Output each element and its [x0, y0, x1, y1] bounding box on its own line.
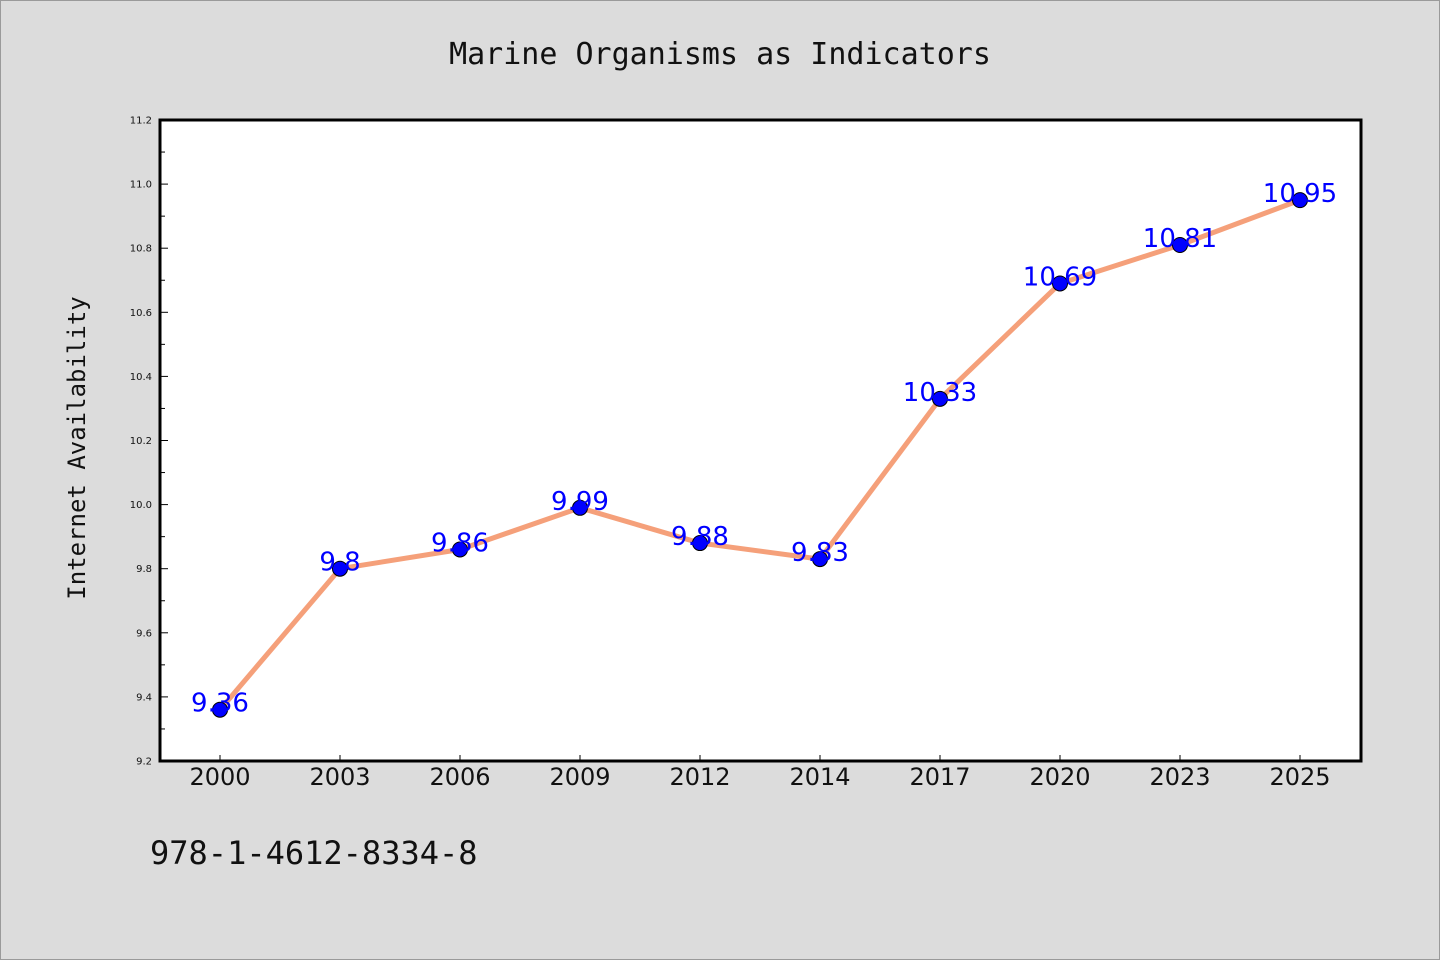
- y-tick-label: 9.8: [136, 564, 152, 575]
- data-label: 10.95: [1263, 179, 1337, 209]
- x-tick-label: 2017: [909, 763, 970, 791]
- x-tick-label: 2009: [549, 763, 610, 791]
- plot-area: [158, 118, 1363, 763]
- data-label: 9.88: [671, 522, 729, 552]
- data-point: [212, 701, 228, 718]
- y-axis-label: Internet Availability: [63, 296, 91, 599]
- y-tick-label: 11.2: [130, 116, 152, 127]
- y-axis: 9.2 9.4 9.6 9.8 10.0 10.2 10.4 10.6 10.8 11.0 11.2: [130, 116, 168, 768]
- data-point: [1052, 275, 1068, 292]
- data-label: 9.86: [431, 528, 489, 558]
- y-tick-label: 11.0: [130, 180, 152, 191]
- x-tick-label: 2003: [309, 763, 370, 791]
- data-label: 10.33: [903, 378, 977, 408]
- data-point: [1292, 192, 1308, 209]
- y-tick-label: 10.6: [130, 308, 152, 319]
- y-tick-label: 9.4: [136, 692, 152, 703]
- data-point: [1172, 236, 1188, 253]
- data-label: 10.69: [1023, 262, 1097, 292]
- y-tick-label: 10.0: [130, 500, 152, 511]
- data-labels: 9.36 9.8 9.86 9.99 9.88 9.83 10.33 10.69 10.81 10…: [191, 179, 1337, 719]
- data-point: [332, 560, 348, 577]
- x-tick-label: 2014: [789, 763, 850, 791]
- data-label: 9.99: [551, 487, 609, 517]
- data-label: 9.36: [191, 689, 249, 719]
- data-point: [692, 535, 708, 552]
- data-label: 9.8: [319, 548, 360, 578]
- y-tick-label: 9.6: [136, 628, 152, 639]
- x-axis: 2000 2003 2006 2009 2012 2014 2017 2020 2023 2025: [189, 755, 1331, 791]
- isbn-annotation: 978-1-4612-8334-8: [150, 834, 478, 872]
- data-point: [452, 541, 468, 558]
- data-point: [932, 390, 948, 407]
- x-tick-label: 2006: [429, 763, 490, 791]
- data-point: [812, 551, 828, 568]
- x-tick-label: 2000: [189, 763, 250, 791]
- data-point: [572, 499, 588, 516]
- data-label: 10.81: [1143, 224, 1217, 254]
- chart-title: Marine Organisms as Indicators: [449, 37, 991, 72]
- data-label: 9.83: [791, 538, 849, 568]
- x-tick-label: 2025: [1269, 763, 1330, 791]
- y-tick-label: 10.4: [130, 372, 152, 383]
- y-tick-label: 9.2: [136, 757, 152, 768]
- x-tick-label: 2012: [669, 763, 730, 791]
- x-tick-label: 2023: [1149, 763, 1210, 791]
- y-tick-label: 10.8: [130, 244, 152, 255]
- x-tick-label: 2020: [1029, 763, 1090, 791]
- series-line: [217, 197, 1303, 713]
- y-tick-label: 10.2: [130, 436, 152, 447]
- series-line-group: [212, 192, 1308, 718]
